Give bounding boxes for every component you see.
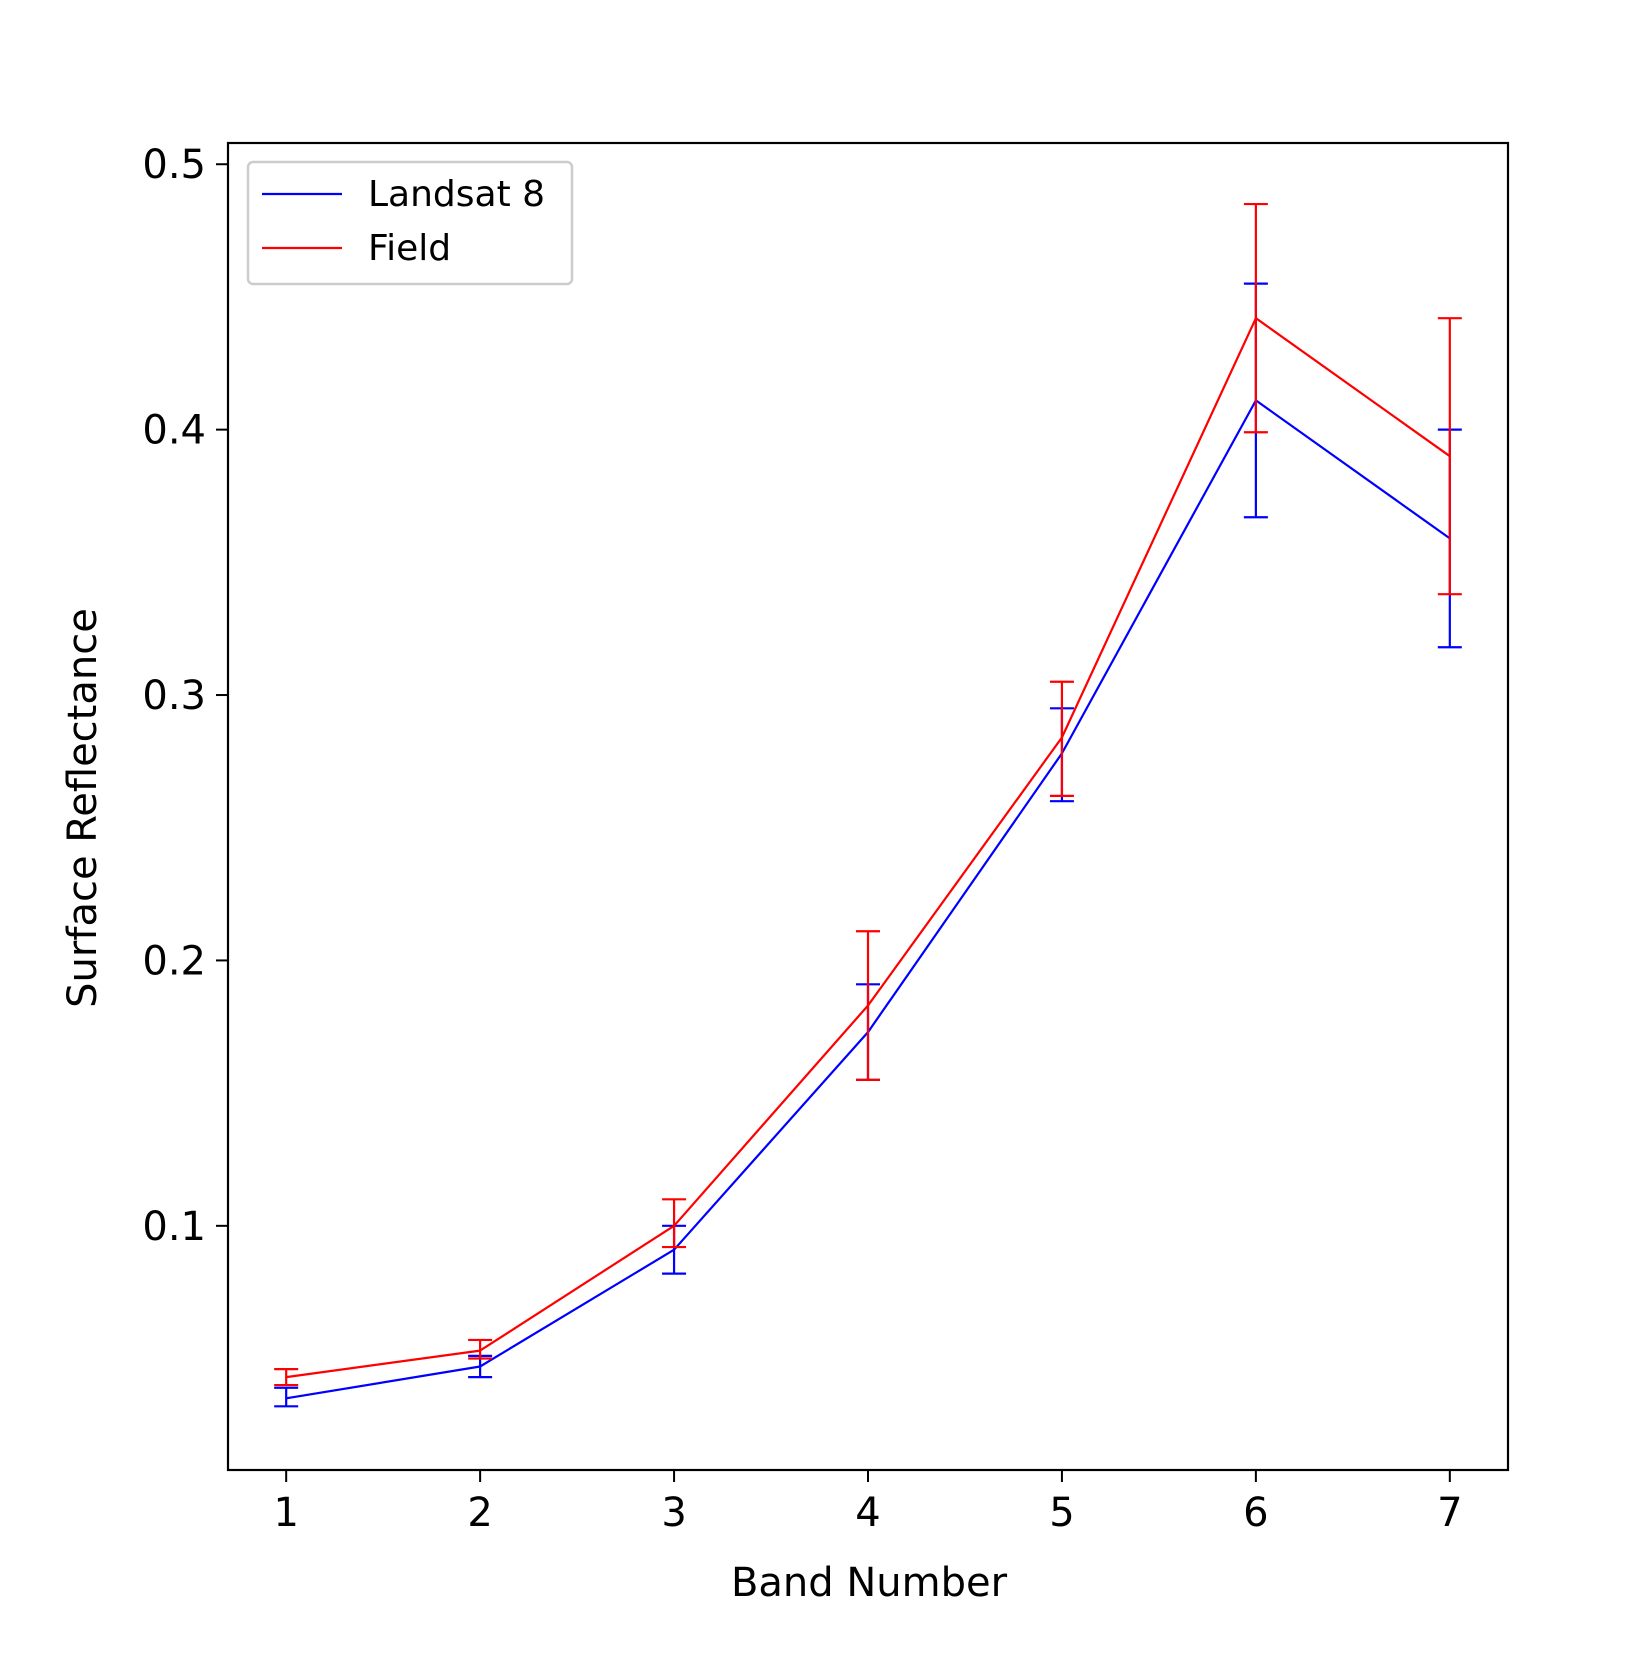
series-field — [274, 202, 1462, 1387]
legend-label-landsat: Landsat 8 — [368, 174, 545, 215]
error-bar-field-6 — [1243, 202, 1268, 434]
legend-frame — [246, 160, 574, 286]
error-bar-field-3 — [662, 1198, 687, 1249]
x-tick-label: 7 — [1437, 1490, 1462, 1536]
y-tick-label: 0.4 — [142, 408, 206, 454]
axes: 1 2 3 4 5 6 7 0.1 0.2 0.3 0.4 0.5 — [142, 141, 1510, 1536]
error-bar-field-4 — [856, 930, 880, 1081]
error-bar-field-2 — [468, 1338, 493, 1360]
error-bar-field-7 — [1437, 317, 1462, 596]
error-bar-field-1 — [274, 1368, 299, 1387]
x-axis-label: Band Number — [731, 1560, 1008, 1606]
y-tick-label: 0.3 — [142, 673, 206, 719]
x-tick-label: 1 — [273, 1490, 298, 1536]
x-tick-label: 5 — [1049, 1490, 1074, 1536]
error-bar-field-5 — [1049, 680, 1074, 797]
error-bar-landsat-8-1 — [274, 1386, 299, 1408]
x-tick-label: 2 — [467, 1490, 492, 1536]
x-tick-label: 3 — [661, 1490, 686, 1536]
plot-marks — [274, 202, 1462, 1408]
y-axis-label: Surface Reflectance — [60, 608, 106, 1008]
legend: Landsat 8 Field — [246, 160, 574, 286]
x-tick-label: 6 — [1243, 1490, 1268, 1536]
legend-label-field: Field — [368, 228, 451, 269]
y-tick-label: 0.2 — [142, 938, 206, 984]
x-tick-label: 4 — [855, 1490, 880, 1536]
y-tick-label: 0.5 — [142, 142, 206, 188]
y-tick-label: 0.1 — [142, 1204, 206, 1250]
